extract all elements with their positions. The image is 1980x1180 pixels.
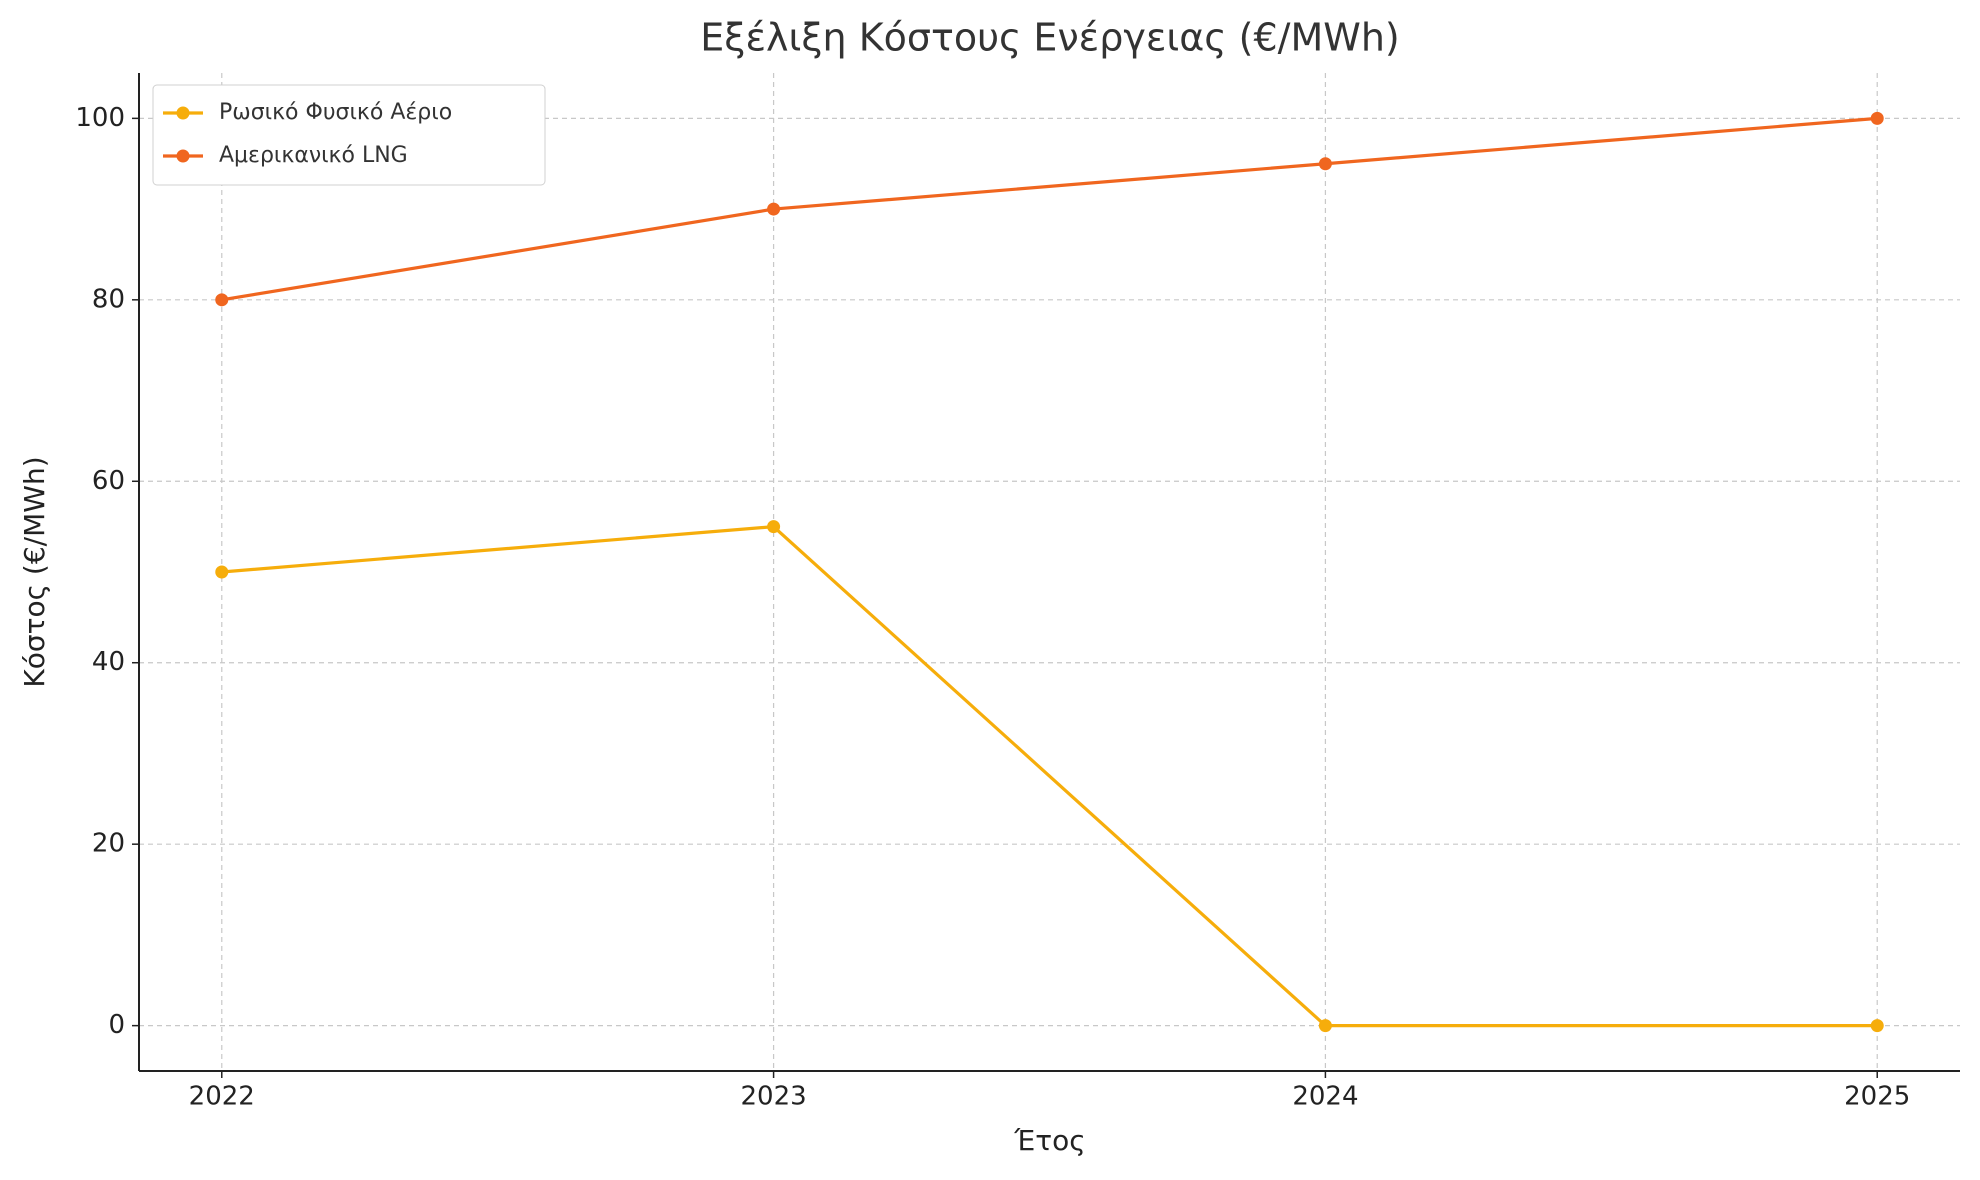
legend-label: Αμερικανικό LNG xyxy=(219,143,408,168)
y-tick-label: 60 xyxy=(92,466,125,496)
legend-marker xyxy=(176,149,190,163)
x-tick-label: 2023 xyxy=(741,1082,807,1112)
y-tick-label: 20 xyxy=(92,829,125,859)
x-tick-label: 2022 xyxy=(189,1082,255,1112)
data-point xyxy=(215,293,229,307)
x-axis-label: Έτος xyxy=(1013,1124,1085,1157)
series-line xyxy=(221,524,1878,1028)
legend-marker xyxy=(176,106,190,120)
y-tick-label: 80 xyxy=(92,284,125,314)
y-tick-label: 0 xyxy=(108,1010,125,1040)
data-point xyxy=(1318,157,1332,171)
legend-box xyxy=(152,84,546,186)
chart-title: Εξέλιξη Κόστους Ενέργειας (€/MWh) xyxy=(700,16,1399,60)
legend: Ρωσικό Φυσικό Αέριο Αμερικανικό LNG xyxy=(152,84,546,186)
y-tick-label: 40 xyxy=(92,647,125,677)
x-tick-label: 2024 xyxy=(1292,1082,1358,1112)
data-point xyxy=(1870,111,1884,125)
data-point xyxy=(1870,1019,1884,1033)
x-tick-label: 2025 xyxy=(1844,1082,1910,1112)
y-tick-label: 100 xyxy=(75,103,125,133)
data-point xyxy=(767,202,781,216)
legend-label: Ρωσικό Φυσικό Αέριο xyxy=(219,100,452,125)
y-axis-label: Κόστος (€/MWh) xyxy=(18,456,51,687)
data-point xyxy=(215,565,229,579)
data-point xyxy=(1318,1019,1332,1033)
data-point xyxy=(767,520,781,534)
series-line xyxy=(221,116,1878,302)
